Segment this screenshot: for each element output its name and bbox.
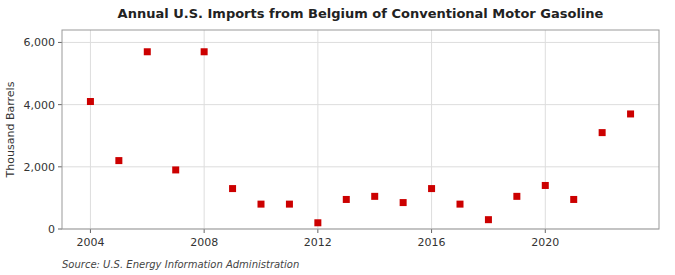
x-grid-line	[90, 30, 91, 229]
y-grid-line	[62, 42, 659, 43]
y-tick	[58, 104, 62, 105]
point: 2023: 3700	[627, 110, 634, 117]
y-tick-label: 2,000	[24, 161, 56, 174]
point: 2006: 5700	[144, 48, 151, 55]
point: 2013: 950	[343, 196, 350, 203]
x-tick-label: 2020	[531, 236, 559, 249]
x-grid-line	[545, 30, 546, 229]
x-tick	[204, 229, 205, 233]
x-tick	[545, 229, 546, 233]
point: 2015: 850	[400, 199, 407, 206]
point: 2007: 1900	[172, 166, 179, 173]
source-note: Source: U.S. Energy Information Administ…	[62, 259, 299, 270]
x-tick-label: 2008	[190, 236, 218, 249]
point: 2011: 800	[286, 201, 293, 208]
point: 2010: 800	[258, 201, 265, 208]
point: 2016: 1300	[428, 185, 435, 192]
y-tick	[58, 229, 62, 230]
point: 2004: 4100	[87, 98, 94, 105]
x-grid-line	[431, 30, 432, 229]
y-tick	[58, 42, 62, 43]
y-grid-line	[62, 104, 659, 105]
point: 2014: 1050	[371, 193, 378, 200]
y-tick-label: 4,000	[24, 99, 56, 112]
grid	[62, 30, 659, 229]
x-tick	[317, 229, 318, 233]
x-grid-line	[317, 30, 318, 229]
axes: 0 2,000 4,000 6,000 2004 2008 2012 2016 2020	[24, 30, 660, 249]
point: 2005: 2200	[115, 157, 122, 164]
y-axis-label: Thousand Barrels	[4, 81, 17, 178]
point: 2018: 300	[485, 216, 492, 223]
x-tick	[90, 229, 91, 233]
chart: Annual U.S. Imports from Belgium of Conv…	[0, 0, 675, 275]
point: 2022: 3100	[599, 129, 606, 136]
point: 2021: 950	[570, 196, 577, 203]
y-grid-line	[62, 166, 659, 167]
points: 2004: 4100 2005: 2200 2006: 5700 2007: 1900…	[87, 48, 634, 226]
x-tick	[431, 229, 432, 233]
title: Annual U.S. Imports from Belgium of Conv…	[118, 6, 604, 21]
x-grid-line	[204, 30, 205, 229]
plot-frame	[62, 30, 659, 229]
y-tick-label: 6,000	[24, 36, 56, 49]
x-tick-label: 2012	[304, 236, 332, 249]
point: 2019: 1050	[513, 193, 520, 200]
x-tick-label: 2016	[418, 236, 446, 249]
point: 2008: 5700	[201, 48, 208, 55]
y-tick	[58, 166, 62, 167]
point: 2009: 1300	[229, 185, 236, 192]
point: 2012: 200	[314, 219, 321, 226]
x-tick-label: 2004	[76, 236, 104, 249]
y-tick-label: 0	[48, 223, 55, 236]
point: 2017: 800	[457, 201, 464, 208]
point: 2020: 1400	[542, 182, 549, 189]
